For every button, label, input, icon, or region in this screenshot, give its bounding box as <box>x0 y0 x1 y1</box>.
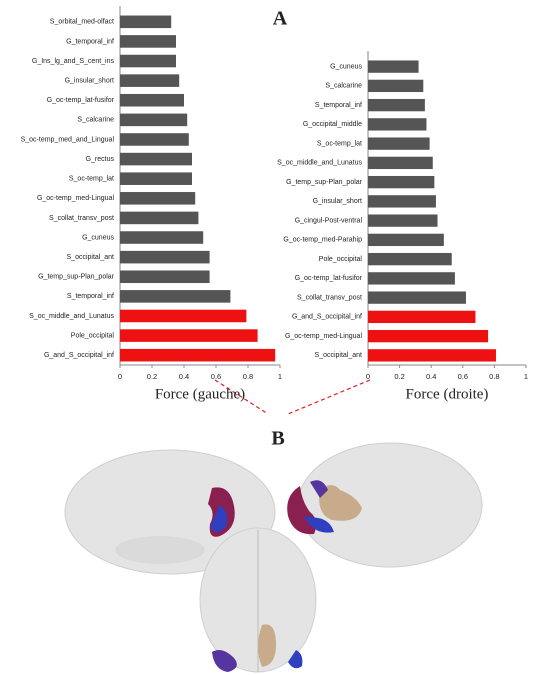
x-tick-label: 0.8 <box>489 372 499 381</box>
bar <box>368 253 452 265</box>
y-tick-label: S_calcarine <box>325 83 362 90</box>
y-tick-label: G_insular_short <box>313 198 362 205</box>
bar <box>368 60 419 72</box>
y-tick-label: S_oc-temp_lat <box>69 176 114 183</box>
bar <box>120 153 192 166</box>
x-tick-label: 1 <box>278 372 282 381</box>
bar <box>368 80 423 92</box>
bar <box>120 290 230 303</box>
bar <box>120 270 210 283</box>
bar <box>368 291 466 303</box>
y-tick-label: Pole_occipital <box>319 256 363 263</box>
bar <box>120 114 187 127</box>
x-tick-label: 0 <box>366 372 370 381</box>
bar <box>120 212 198 225</box>
x-tick-label: 0.6 <box>458 372 468 381</box>
y-tick-label: G_occipital_middle <box>303 121 362 128</box>
y-tick-label: G_oc-temp_lat-fusifor <box>295 275 363 282</box>
y-tick-label: G_insular_short <box>65 77 114 84</box>
bar <box>120 74 179 87</box>
y-tick-label: S_oc-temp_med_and_Lingual <box>21 136 115 143</box>
bar <box>120 16 171 29</box>
bar <box>368 349 496 361</box>
bar <box>368 234 444 246</box>
y-tick-label: S_temporal_inf <box>315 102 362 109</box>
x-axis-label: Force (gauche) <box>155 386 245 402</box>
bar <box>120 192 195 205</box>
bar <box>120 349 275 362</box>
y-tick-label: S_temporal_inf <box>67 293 114 300</box>
bar <box>120 310 246 323</box>
bar <box>368 176 434 188</box>
bar <box>368 195 436 207</box>
y-tick-label: S_collat_transv_post <box>297 294 362 301</box>
bar <box>120 35 176 48</box>
panel-label: A <box>273 8 288 30</box>
y-tick-label: G_cuneus <box>330 63 362 70</box>
y-tick-label: S_oc_middle_and_Lunatus <box>29 313 114 320</box>
bar <box>368 137 430 149</box>
page: {"chart_data": [ {"type": "bar", "orient… <box>0 0 536 675</box>
y-tick-label: S_oc_middle_and_Lunatus <box>277 160 362 167</box>
y-tick-label: S_occipital_ant <box>315 352 363 359</box>
x-axis-label: Force (droite) <box>406 386 489 402</box>
y-tick-label: S_oc-temp_lat <box>317 140 362 147</box>
y-tick-label: G_oc-temp_med-Lingual <box>285 333 362 340</box>
x-tick-label: 0.2 <box>147 372 157 381</box>
y-tick-label: G_temporal_inf <box>66 38 114 45</box>
x-tick-label: 0.4 <box>426 372 436 381</box>
y-tick-label: G_oc-temp_med-Lingual <box>37 195 114 202</box>
y-tick-label: S_occipital_ant <box>67 254 115 261</box>
x-tick-label: 0.2 <box>394 372 404 381</box>
bar <box>120 94 184 107</box>
bar <box>120 55 176 68</box>
y-tick-label: G_rectus <box>86 156 115 163</box>
y-tick-label: G_cuneus <box>82 234 114 241</box>
bar <box>120 133 189 146</box>
brain-views <box>65 443 482 672</box>
y-tick-label: S_orbital_med-olfact <box>50 19 114 26</box>
bar <box>368 157 433 169</box>
bar <box>368 272 455 284</box>
bar <box>368 118 426 130</box>
x-tick-label: 0.6 <box>211 372 221 381</box>
y-tick-label: G_oc-temp_med-Parahip <box>283 237 362 244</box>
y-tick-label: G_Ins_lg_and_S_cent_ins <box>32 58 115 65</box>
bar <box>368 311 475 323</box>
y-tick-label: G_temp_sup-Plan_polar <box>38 274 115 281</box>
bar <box>120 329 258 342</box>
y-tick-label: G_and_S_occipital_inf <box>292 314 362 321</box>
y-tick-label: G_oc-temp_lat-fusifor <box>47 97 115 104</box>
bar <box>368 99 425 111</box>
x-tick-label: 0.8 <box>243 372 253 381</box>
y-tick-label: Pole_occipital <box>71 332 115 339</box>
bar <box>120 231 203 244</box>
brain-left-temporal <box>115 536 205 564</box>
figure: B 0 0.2 0.4 0.6 0.8 1 S_orbital_med-olfact G_te… <box>0 0 536 675</box>
x-tick-label: 1 <box>524 372 528 381</box>
bar <box>120 172 192 185</box>
y-tick-label: S_calcarine <box>77 117 114 124</box>
bar <box>368 330 488 342</box>
y-tick-label: S_collat_transv_post <box>49 215 114 222</box>
y-tick-label: G_cingul-Post-ventral <box>295 217 363 224</box>
y-tick-label: G_and_S_occipital_inf <box>44 352 114 359</box>
arrow <box>288 380 370 414</box>
x-tick-label: 0 <box>118 372 122 381</box>
y-tick-label: G_temp_sup-Plan_polar <box>286 179 363 186</box>
x-tick-label: 0.4 <box>179 372 189 381</box>
bar <box>120 251 210 264</box>
bar <box>368 214 438 226</box>
panel-label: B <box>271 428 284 450</box>
